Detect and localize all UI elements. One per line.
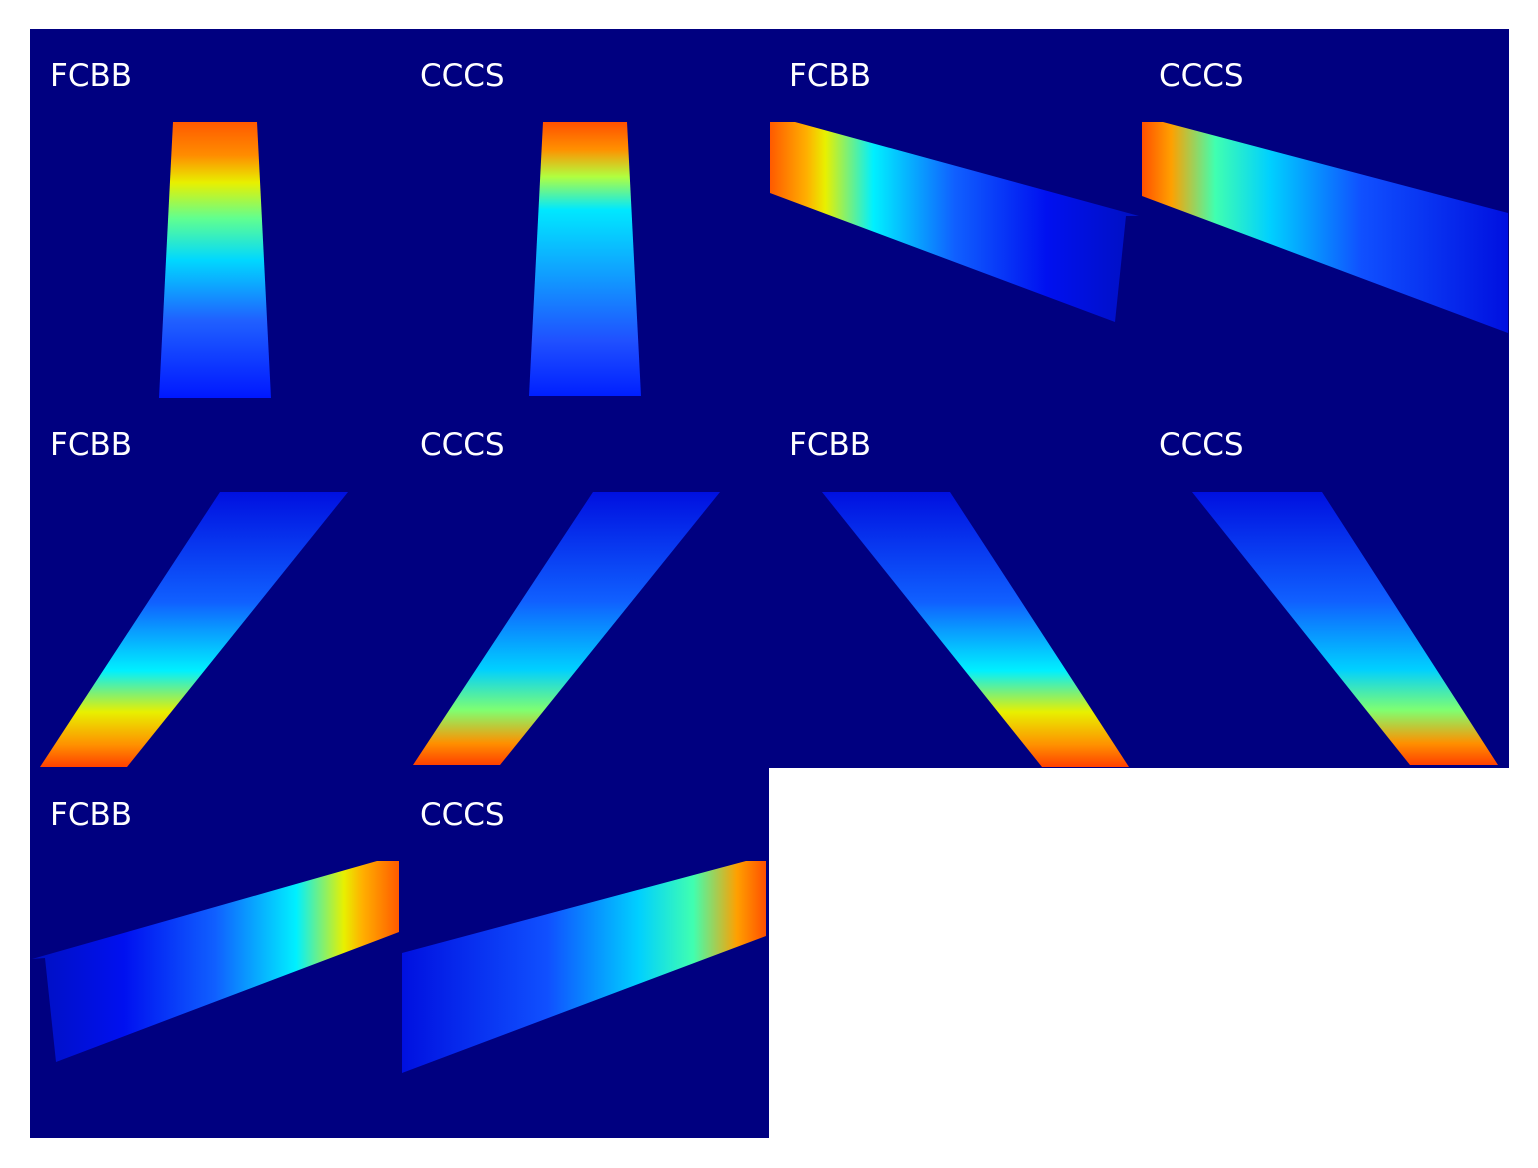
panel-8: CCCS [1139, 399, 1509, 768]
panel-label: CCCS [1159, 58, 1244, 94]
panel-label: FCBB [789, 427, 871, 463]
panel-label: CCCS [420, 427, 505, 463]
dose-beam [822, 492, 1129, 767]
panel-9: FCBB [30, 768, 400, 1138]
dose-beam [1142, 122, 1508, 333]
panel-label: CCCS [420, 58, 505, 94]
panel-label: FCBB [50, 427, 132, 463]
panel-7: FCBB [769, 399, 1139, 768]
panel-label: FCBB [50, 797, 132, 833]
panel-5: FCBB [30, 399, 400, 768]
dose-beam [770, 122, 1139, 322]
dose-beam [40, 492, 348, 767]
panel-4: CCCS [1139, 29, 1509, 399]
panel-label: FCBB [50, 58, 132, 94]
panel-2: CCCS [400, 29, 769, 399]
dose-beam [402, 861, 766, 1073]
dose-beam [529, 122, 641, 396]
dose-beam [413, 492, 720, 765]
panel-10: CCCS [400, 768, 769, 1138]
dose-beam [32, 861, 399, 1062]
panel-3: FCBB [769, 29, 1139, 399]
panel-1: FCBB [30, 29, 400, 399]
dose-beam [159, 122, 271, 398]
dose-beam [1192, 492, 1498, 765]
panel-6: CCCS [400, 399, 769, 768]
panel-label: FCBB [789, 58, 871, 94]
panel-label: CCCS [420, 797, 505, 833]
panel-label: CCCS [1159, 427, 1244, 463]
